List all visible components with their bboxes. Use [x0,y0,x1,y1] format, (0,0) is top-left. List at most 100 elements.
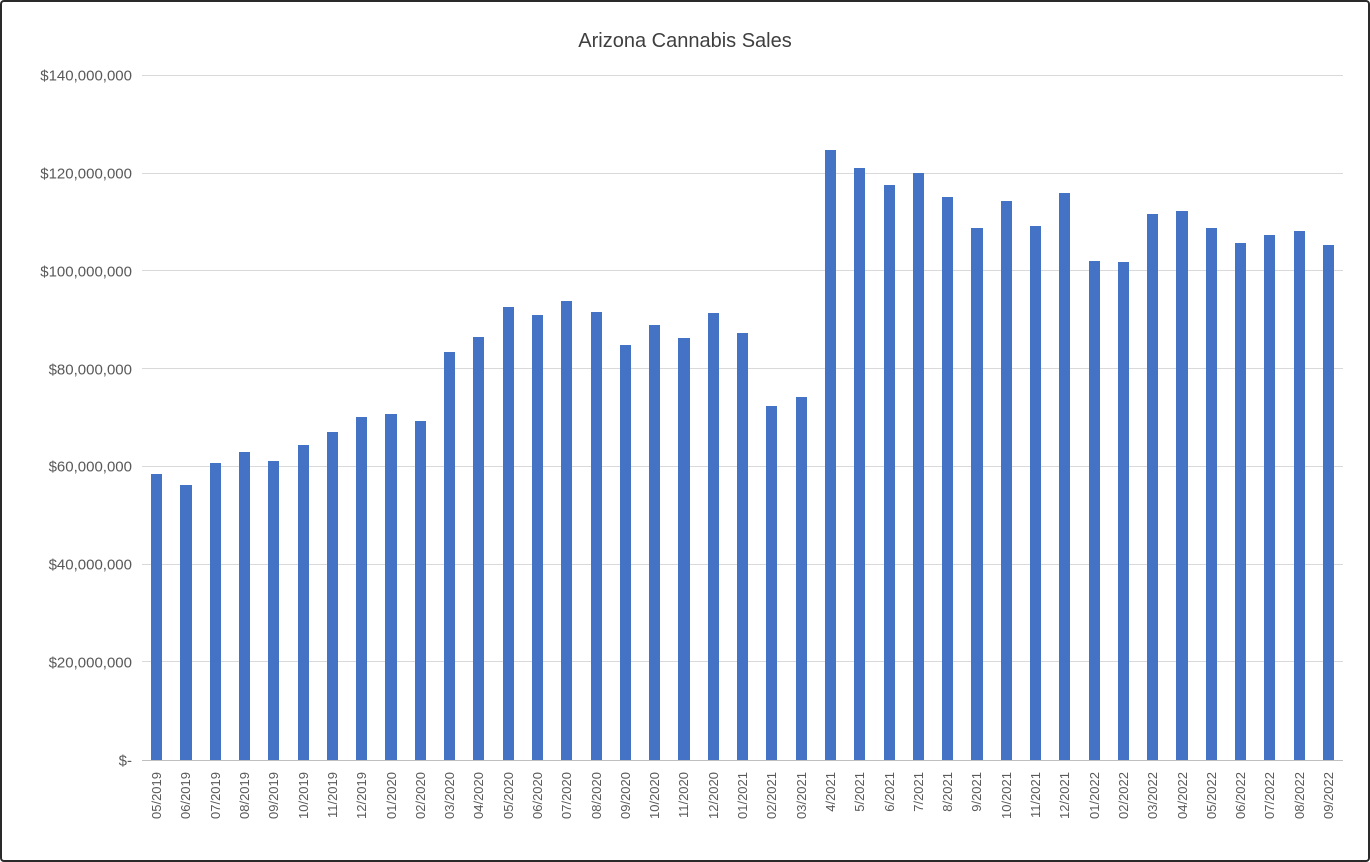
bar-03/2022 [1147,214,1159,760]
bar-slot [318,76,347,760]
x-axis-tick: 11/2020 [669,772,698,860]
x-axis-tick: 7/2021 [904,772,933,860]
bar-slot [962,76,991,760]
bar-10/2020 [649,324,661,760]
x-axis-tick: 02/2021 [757,772,786,860]
x-axis-tick: 10/2019 [288,772,317,860]
bar-slot [1138,76,1167,760]
x-axis-tick: 9/2021 [962,772,991,860]
y-axis-tick-label: $60,000,000 [48,458,132,476]
x-axis-tick: 8/2021 [933,772,962,860]
bar-slot [523,76,552,760]
bar-04/2020 [473,336,485,760]
x-axis-tick: 08/2022 [1285,772,1314,860]
x-axis-tick-label: 05/2019 [149,772,165,819]
bar-slot [699,76,728,760]
x-axis: 05/2019 06/2019 07/2019 08/2019 09/2019 10/20… [142,772,1343,860]
x-axis-tick-label: 02/2021 [764,772,780,819]
x-axis-tick-label: 12/2020 [705,772,721,819]
x-axis-tick-label: 07/2020 [559,772,575,819]
x-axis-tick-label: 9/2021 [969,772,985,812]
bar-12/2019 [356,416,368,760]
x-axis-tick: 01/2022 [1080,772,1109,860]
x-axis-tick-label: 06/2022 [1233,772,1249,819]
bar-03/2020 [444,351,456,760]
x-axis-tick: 11/2021 [1021,772,1050,860]
x-axis-tick-label: 6/2021 [881,772,897,812]
gridline [142,75,1343,76]
x-axis-tick: 12/2020 [699,772,728,860]
bar-08/2020 [590,311,602,760]
bar-11/2021 [1029,226,1042,760]
bar-10/2021 [1000,201,1012,760]
x-axis-tick: 6/2021 [874,772,903,860]
bar-01/2021 [737,333,749,760]
bar-slot [669,76,698,760]
bar-07/2019 [209,462,221,760]
x-axis-tick-label: 10/2021 [998,772,1014,819]
x-axis-tick-label: 05/2020 [500,772,516,819]
bar-slot [1109,76,1138,760]
bar-slot [845,76,874,760]
y-axis-tick-label: $20,000,000 [48,654,132,672]
gridline [142,270,1343,272]
x-axis-tick-label: 02/2020 [412,772,428,819]
bar-slot [1050,76,1079,760]
plot-area [142,75,1343,761]
bar-01/2022 [1088,261,1100,760]
bar-series [142,76,1343,760]
bar-slot [552,76,581,760]
x-axis-tick-label: 03/2022 [1145,772,1161,819]
bar-06/2020 [531,314,544,760]
x-axis-tick: 09/2020 [611,772,640,860]
bar-03/2021 [795,397,807,760]
x-axis-tick-label: 06/2019 [178,772,194,819]
x-axis-tick-label: 08/2020 [588,772,604,819]
bar-slot [933,76,962,760]
bar-slot [288,76,317,760]
bar-05/2022 [1205,228,1217,760]
bar-slot [376,76,405,760]
bar-slot [1021,76,1050,760]
x-axis-tick-label: 04/2020 [471,772,487,819]
x-axis-tick-label: 09/2020 [617,772,633,819]
x-axis-tick-label: 01/2022 [1086,772,1102,819]
x-axis-tick: 02/2020 [406,772,435,860]
bar-slot [1080,76,1109,760]
x-axis-tick: 08/2020 [581,772,610,860]
y-axis-tick-label: $40,000,000 [48,556,132,574]
bar-slot [581,76,610,760]
x-axis-tick: 09/2022 [1314,772,1343,860]
x-axis-tick-label: 04/2022 [1174,772,1190,819]
bar-slot [1197,76,1226,760]
bar-slot [201,76,230,760]
x-axis-tick: 04/2020 [464,772,493,860]
x-axis-tick-label: 01/2021 [735,772,751,819]
x-axis-tick-label: 05/2022 [1203,772,1219,819]
bar-slot [230,76,259,760]
bar-slot [1285,76,1314,760]
x-axis-tick: 01/2021 [728,772,757,860]
bar-6/2021 [883,184,895,760]
bar-01/2020 [385,414,397,760]
x-axis-tick-label: 11/2020 [676,772,692,819]
bar-02/2020 [414,420,426,760]
x-axis-tick-label: 10/2019 [295,772,311,819]
bar-4/2021 [824,149,837,760]
bar-08/2022 [1293,230,1305,760]
x-axis-tick-label: 09/2019 [266,772,282,819]
x-axis-tick-label: 08/2019 [237,772,253,819]
x-axis-tick-label: 4/2021 [822,772,838,812]
x-axis-tick: 10/2021 [992,772,1021,860]
bar-slot [347,76,376,760]
bar-slot [1226,76,1255,760]
x-axis-tick: 03/2022 [1138,772,1167,860]
y-axis: $- $20,000,000 $40,000,000 $60,000,000 $80,0… [2,68,132,770]
bar-06/2019 [180,484,192,760]
bar-slot [171,76,200,760]
bar-09/2020 [619,344,631,760]
bar-04/2022 [1176,210,1188,760]
bar-slot [1314,76,1343,760]
x-axis-tick: 05/2019 [142,772,171,860]
